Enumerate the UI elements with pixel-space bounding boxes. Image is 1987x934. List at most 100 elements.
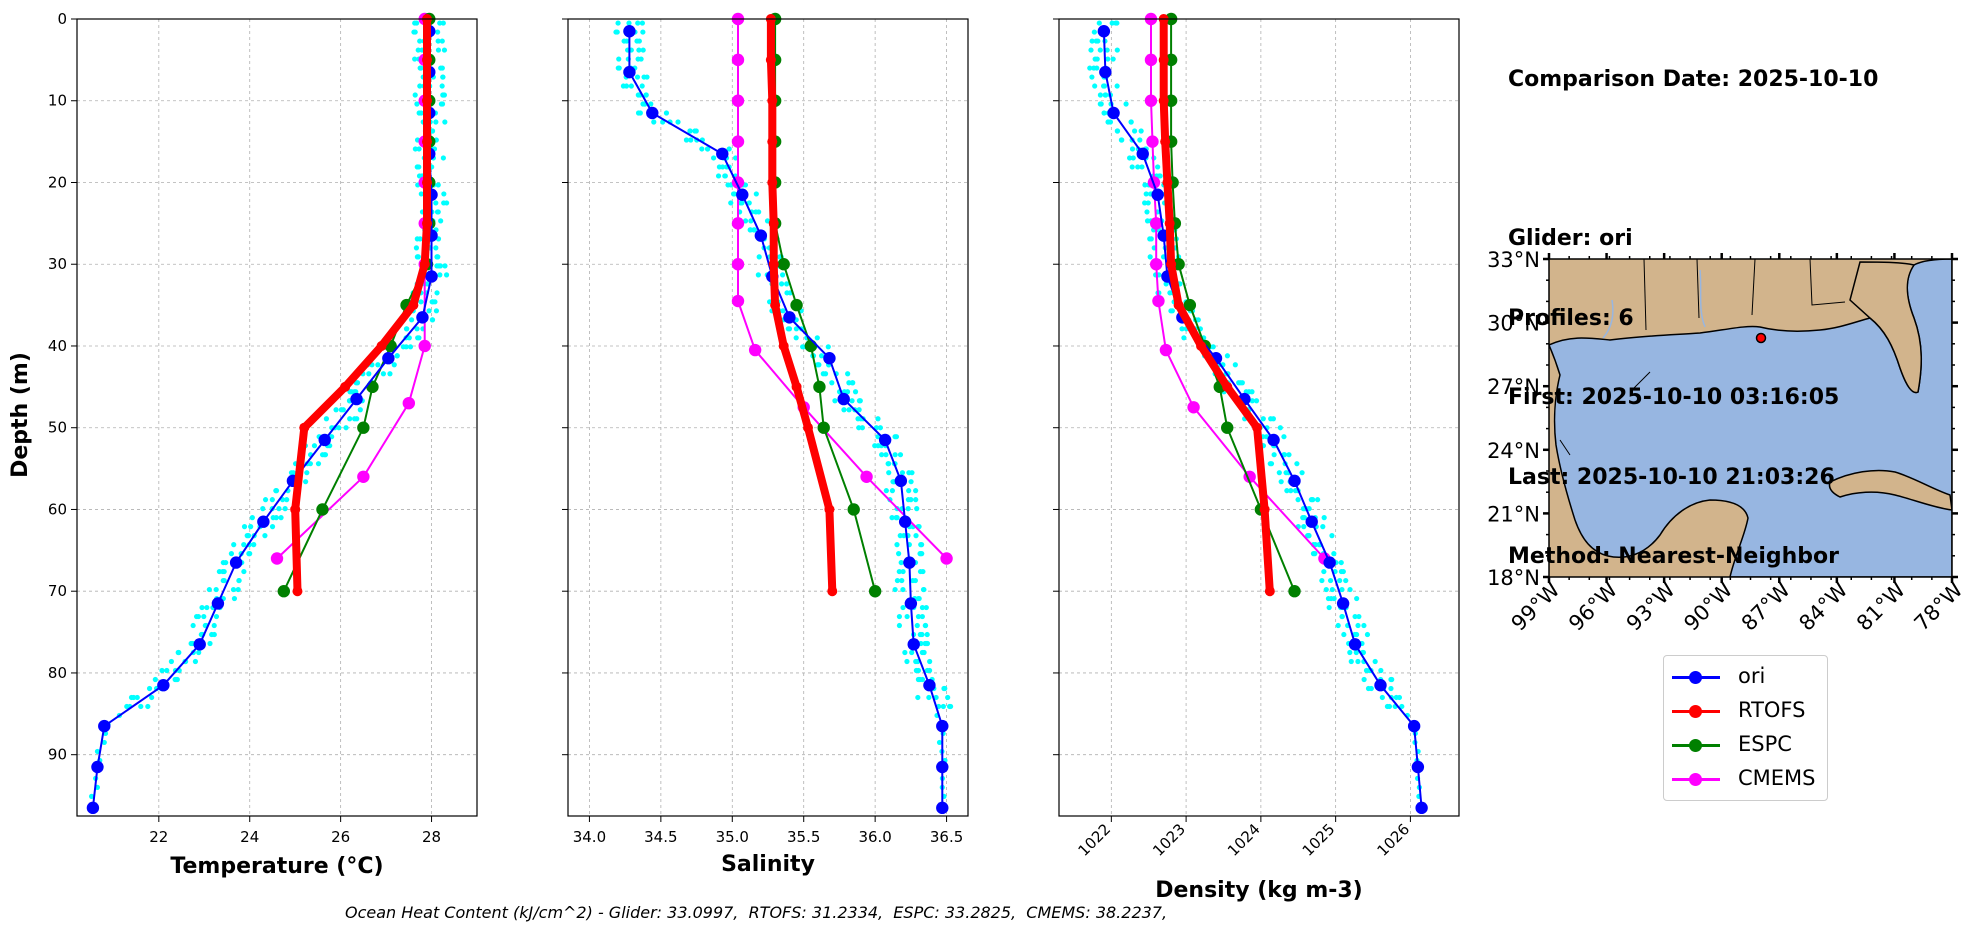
raw-glider-point [1157,173,1163,179]
data-point-cmems [1149,258,1163,271]
raw-glider-point [904,658,910,665]
data-point-cmems [1152,294,1165,308]
data-point-rtofs [376,340,387,351]
raw-glider-point [1142,200,1148,206]
raw-glider-point [626,20,632,26]
raw-glider-point [443,272,450,278]
raw-glider-point [1399,703,1405,710]
legend-item-ori: ori [1664,662,1827,692]
raw-glider-point [440,20,446,26]
raw-glider-point [1145,200,1151,206]
raw-glider-point [414,326,420,332]
rivers [1602,269,1706,339]
raw-glider-point [426,308,432,314]
raw-glider-point [146,685,153,692]
raw-glider-point [414,254,420,260]
raw-glider-point [730,191,737,197]
raw-glider-point [152,676,158,683]
axes-frame [1058,18,1460,817]
raw-glider-point [228,551,235,557]
data-point-espc [847,503,860,516]
raw-glider-point [1103,92,1109,98]
raw-glider-point [149,694,155,701]
raw-glider-point [1168,308,1174,314]
raw-glider-point [644,74,650,80]
raw-glider-point [945,694,951,701]
data-point-ori [416,311,429,324]
panel-1: 34.0 34.5 35.0 35.5 36.0 36.5 [562,12,969,846]
raw-glider-point [201,613,207,620]
raw-glider-point [921,586,927,593]
raw-glider-point [747,227,753,233]
legend-marker-espc [1689,739,1702,752]
raw-glider-point [433,245,439,251]
data-point-cmems [731,217,745,230]
data-point-rtofs [1158,95,1169,106]
legend-marker-cmems [1689,773,1702,786]
data-point-ori [903,556,916,569]
map-lat-label: 27°N [1487,375,1540,399]
raw-glider-point [435,29,441,35]
raw-glider-point [1237,380,1244,386]
raw-glider-point [924,631,930,638]
raw-glider-point [900,604,906,611]
raw-glider-point [284,497,290,503]
raw-glider-point [241,524,248,530]
data-point-ori [257,515,270,528]
raw-glider-point [919,613,925,620]
data-point-espc [366,380,379,394]
raw-glider-point [1284,488,1290,494]
raw-glider-point [748,218,754,224]
raw-glider-point [414,236,420,242]
raw-glider-point [915,694,921,701]
data-point-ori [193,638,206,651]
raw-glider-point [231,542,237,548]
raw-glider-point [213,613,220,620]
raw-glider-point [675,119,681,125]
raw-glider-point [1105,56,1111,62]
raw-glider-point [635,20,641,26]
interpolation-method: Method: Nearest-Neighbor [1508,544,1839,569]
raw-glider-point [175,649,181,656]
raw-glider-point [726,146,732,152]
data-point-cmems [731,53,745,67]
data-point-espc [804,339,818,353]
data-point-cmems [860,470,873,483]
raw-glider-point [913,658,919,665]
raw-glider-point [856,407,862,413]
raw-glider-point [1114,47,1120,53]
raw-glider-point [1353,649,1359,656]
raw-glider-point [442,119,448,125]
raw-glider-point [1281,434,1287,440]
data-point-rtofs [1259,504,1270,515]
raw-glider-point [1101,110,1107,116]
data-point-rtofs [292,586,303,597]
raw-glider-point [1347,649,1353,656]
raw-glider-point [1096,20,1102,26]
raw-glider-point [124,703,130,710]
y-tick-label: 50 [48,419,67,437]
raw-glider-point [442,263,448,269]
data-point-espc [277,585,291,598]
raw-glider-point [615,20,621,26]
raw-glider-point [434,263,440,269]
raw-glider-point [315,461,322,467]
raw-glider-point [196,649,202,656]
data-point-espc [1221,421,1234,434]
raw-glider-point [190,622,196,629]
raw-glider-point [414,164,420,170]
raw-glider-point [1092,83,1098,89]
x-tick-label: 36.0 [858,828,891,846]
raw-glider-point [942,685,948,692]
raw-glider-point [1089,38,1095,44]
raw-glider-point [415,47,421,53]
raw-glider-point [1299,470,1305,476]
data-point-cmems [1144,94,1158,107]
y-tick-label: 60 [48,500,67,518]
raw-glider-point [435,254,441,260]
raw-glider-point [922,640,928,647]
data-point-ori [823,352,836,365]
raw-glider-point [352,416,358,422]
data-point-rtofs [299,422,310,433]
raw-glider-point [1155,164,1161,170]
